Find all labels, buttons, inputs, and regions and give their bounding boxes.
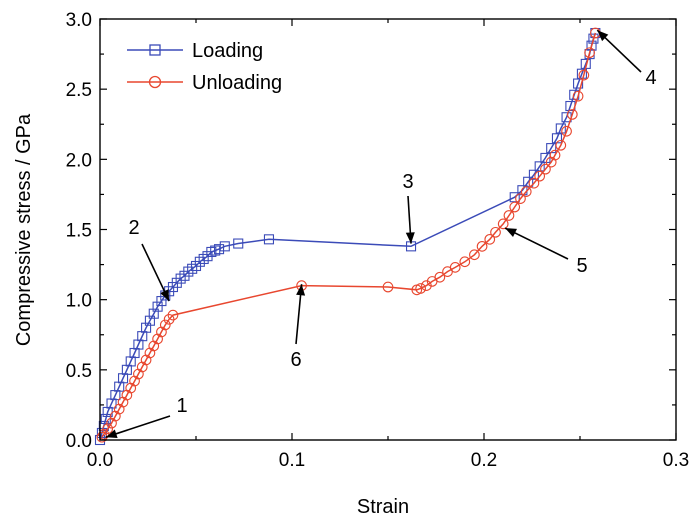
unloading-point [106, 417, 117, 429]
axes-layer: 0.0 0.1 0.2 0.3 0.0 0.5 1.0 1.5 2.0 2.5 3.0 [66, 10, 690, 471]
loading-point [233, 238, 244, 249]
annotation-label-4: 4 [645, 67, 656, 89]
unloading-point [578, 69, 590, 81]
annotation-label-3: 3 [402, 171, 413, 193]
unloading-point [382, 281, 394, 293]
unloading-point [442, 266, 453, 277]
loading-point [156, 296, 167, 307]
annotation-arrowhead-2 [160, 289, 170, 302]
loading-point [125, 356, 136, 367]
unloading-point [520, 186, 532, 197]
unloading-point [98, 429, 110, 440]
loading-point [129, 347, 140, 359]
x-tick-label: 0.3 [663, 450, 689, 471]
x-tick-label: 0.1 [279, 450, 305, 471]
loading-point [183, 266, 194, 277]
legend-unloading-label: Unloading [192, 72, 282, 94]
loading-point [528, 169, 539, 180]
annotation-label-2: 2 [128, 217, 139, 239]
annotations: 1 2 3 4 5 6 [105, 29, 657, 438]
y-tick-label: 0.0 [66, 431, 92, 452]
unloading-point [411, 284, 423, 296]
annotation-label-1: 1 [176, 395, 187, 417]
series-layer [94, 27, 601, 446]
annotation-arrowhead-5 [505, 228, 517, 237]
loading-point [210, 245, 221, 256]
y-axis-title: Compressive stress / GPa [13, 113, 35, 346]
y-tick-label: 1.5 [66, 221, 92, 242]
unloading-point [497, 218, 509, 230]
unloading-point [102, 423, 114, 435]
annotation-label-6: 6 [290, 349, 301, 371]
legend-unloading-marker [148, 75, 162, 89]
loading-point [137, 331, 148, 342]
loading-point [175, 273, 186, 284]
loading-point [121, 364, 132, 375]
unloading-point [566, 109, 578, 120]
unloading-point [484, 233, 496, 245]
annotation-arrowhead-6 [296, 284, 306, 296]
loading-point [110, 390, 121, 401]
annotation-arrowhead-3 [405, 232, 415, 244]
unloading-point [503, 210, 515, 221]
x-tick-label: 0.0 [87, 450, 113, 471]
legend-loading-label: Loading [192, 40, 263, 62]
unloading-point [469, 249, 480, 261]
unloading-point [561, 125, 572, 137]
unloading-point [572, 90, 584, 102]
loading-point [213, 244, 225, 255]
loading-point [263, 234, 275, 245]
loading-point [106, 398, 117, 409]
unloading-point [540, 163, 551, 175]
loading-point [586, 40, 597, 51]
y-tick-label: 3.0 [66, 10, 92, 31]
unloading-series-line [101, 32, 597, 438]
loading-point [194, 256, 205, 267]
x-axis-title: Strain [357, 496, 409, 518]
loading-point [206, 246, 217, 258]
loading-point [198, 253, 209, 265]
legend: Loading Unloading [127, 40, 282, 94]
unloading-point [476, 240, 488, 252]
loading-point [144, 315, 155, 326]
loading-point [573, 78, 584, 89]
unloading-point [515, 193, 526, 204]
loading-point [588, 33, 599, 44]
y-tick-label: 2.0 [66, 150, 92, 171]
annotation-arrow-1 [105, 415, 171, 438]
loading-point [114, 381, 125, 392]
annotation-label-5: 5 [576, 255, 587, 277]
y-tick-label: 2.5 [66, 80, 92, 101]
unloading-point [509, 201, 521, 213]
unloading-point [163, 313, 175, 325]
legend-loading-marker [149, 44, 161, 56]
loading-point [141, 322, 152, 333]
plot-border [99, 18, 677, 441]
annotation-arrowhead-1 [105, 429, 118, 438]
unloading-point [528, 177, 540, 189]
y-tick-label: 1.0 [66, 291, 92, 312]
unloading-point [490, 226, 501, 238]
loading-point [133, 339, 144, 350]
loading-point [117, 373, 129, 384]
unloading-point [421, 280, 432, 291]
unloading-point [545, 156, 557, 168]
unloading-point [555, 139, 567, 151]
loading-point [219, 241, 230, 252]
unloading-point [584, 47, 595, 59]
loading-point [576, 68, 587, 79]
loading-point [523, 176, 534, 187]
annotation-arrowhead-4 [597, 30, 609, 42]
loading-point [187, 263, 198, 274]
x-tick-label: 0.2 [471, 450, 497, 471]
annotation-arrow-5 [504, 227, 569, 260]
unloading-point [534, 170, 546, 182]
loading-point [148, 308, 159, 319]
unloading-point [459, 256, 471, 268]
loading-point [555, 123, 566, 134]
y-tick-label: 0.5 [66, 361, 92, 382]
loading-point [152, 301, 163, 312]
